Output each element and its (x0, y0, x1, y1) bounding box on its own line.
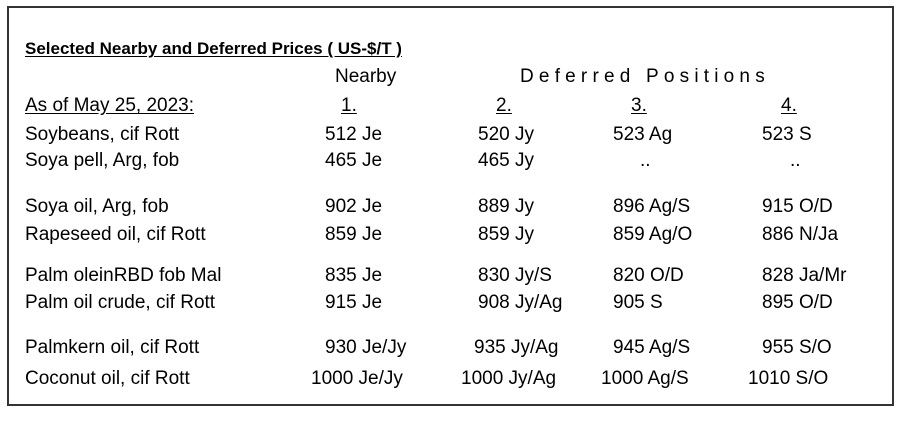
cell-palm-oil-crude-4: 895 O/D (762, 292, 833, 313)
column-number-4: 4. (781, 95, 797, 116)
cell-soya-oil-3: 896 Ag/S (613, 196, 691, 217)
cell-rapeseed-oil-2: 859 Jy (478, 224, 534, 245)
cell-palm-oil-crude-2: 908 Jy/Ag (478, 292, 563, 313)
cell-rapeseed-oil-4: 886 N/Ja (762, 224, 839, 245)
cell-coconut-oil-4: 1010 S/O (748, 368, 829, 389)
cell-soya-oil-2: 889 Jy (478, 196, 534, 217)
row-label-soya-oil: Soya oil, Arg, fob (25, 196, 169, 217)
cell-soybeans-3: 523 Ag (613, 124, 673, 145)
cell-soybeans-1: 512 Je (325, 124, 383, 145)
cell-palm-oil-crude-3: 905 S (613, 292, 663, 313)
row-label-palm-olein: Palm oleinRBD fob Mal (25, 265, 222, 286)
as-of-date: As of May 25, 2023: (25, 95, 194, 116)
column-number-2: 2. (496, 95, 512, 116)
cell-soya-oil-4: 915 O/D (762, 196, 833, 217)
cell-palm-olein-2: 830 Jy/S (478, 265, 552, 286)
cell-rapeseed-oil-3: 859 Ag/O (613, 224, 693, 245)
cell-soya-oil-1: 902 Je (325, 196, 383, 217)
row-label-rapeseed-oil: Rapeseed oil, cif Rott (25, 224, 206, 245)
cell-coconut-oil-2: 1000 Jy/Ag (461, 368, 557, 389)
row-label-coconut-oil: Coconut oil, cif Rott (25, 368, 190, 389)
row-label-soybeans: Soybeans, cif Rott (25, 124, 180, 145)
cell-soya-pell-1: 465 Je (325, 150, 383, 171)
cell-palmkern-oil-1: 930 Je/Jy (325, 337, 407, 358)
cell-palmkern-oil-2: 935 Jy/Ag (474, 337, 559, 358)
column-number-1: 1. (341, 95, 357, 116)
price-table-frame (7, 6, 894, 406)
row-label-palmkern-oil: Palmkern oil, cif Rott (25, 337, 200, 358)
cell-coconut-oil-1: 1000 Je/Jy (311, 368, 403, 389)
cell-palm-olein-1: 835 Je (325, 265, 383, 286)
row-label-palm-oil-crude: Palm oil crude, cif Rott (25, 292, 216, 313)
cell-palm-olein-3: 820 O/D (613, 265, 684, 286)
deferred-positions-header: Deferred Positions (520, 66, 770, 87)
table-title: Selected Nearby and Deferred Prices ( US… (25, 39, 402, 58)
cell-palmkern-oil-3: 945 Ag/S (613, 337, 691, 358)
cell-coconut-oil-3: 1000 Ag/S (601, 368, 689, 389)
cell-rapeseed-oil-1: 859 Je (325, 224, 383, 245)
cell-palm-olein-4: 828 Ja/Mr (762, 265, 847, 286)
row-label-soya-pell: Soya pell, Arg, fob (25, 150, 180, 171)
cell-soya-pell-3: .. (640, 150, 651, 171)
cell-palm-oil-crude-1: 915 Je (325, 292, 383, 313)
column-number-3: 3. (631, 95, 647, 116)
nearby-header: Nearby (335, 66, 397, 87)
cell-soybeans-4: 523 S (762, 124, 812, 145)
cell-soybeans-2: 520 Jy (478, 124, 534, 145)
cell-soya-pell-2: 465 Jy (478, 150, 534, 171)
cell-soya-pell-4: .. (790, 150, 801, 171)
cell-palmkern-oil-4: 955 S/O (762, 337, 832, 358)
